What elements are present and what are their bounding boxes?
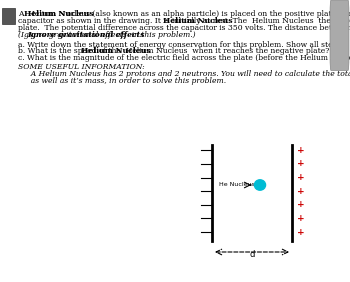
Text: Helium Nucleus: Helium Nucleus [81, 47, 151, 55]
Text: d: d [249, 250, 255, 259]
Text: +: + [296, 173, 304, 182]
Text: as well as it’s mass, in order to solve this problem.: as well as it’s mass, in order to solve … [26, 77, 226, 85]
Text: A Helium Nucleus has 2 protons and 2 neutrons. You will need to calculate the to: A Helium Nucleus has 2 protons and 2 neu… [26, 70, 350, 78]
Text: +: + [296, 200, 304, 209]
Text: Helium Nucleus: Helium Nucleus [162, 17, 232, 25]
Bar [2, 8, 15, 24]
Text: A  Helium Nucleus (also known as an alpha particle) is placed on the positive pl: A Helium Nucleus (also known as an alpha… [18, 10, 350, 17]
Text: Ignore gravitational effects: Ignore gravitational effects [27, 31, 145, 39]
Text: capacitor as shown in the drawing. It is initially at rest. The  Helium Nucleus : capacitor as shown in the drawing. It is… [18, 17, 350, 25]
Text: +: + [296, 228, 304, 237]
Text: Helium Nucleus: Helium Nucleus [24, 10, 94, 17]
Text: +: + [296, 187, 304, 196]
Text: He Nucleus: He Nucleus [219, 182, 254, 188]
Text: (Ignore gravitational effects  in this problem.): (Ignore gravitational effects in this pr… [18, 31, 196, 39]
Text: +: + [296, 214, 304, 223]
Text: +: + [296, 146, 304, 155]
Text: c. What is the magnitude of the electric field across the plate (before the Heli: c. What is the magnitude of the electric… [18, 54, 350, 61]
Text: plate.  The potential difference across the capacitor is 350 volts. The distance: plate. The potential difference across t… [18, 24, 350, 32]
Text: +: + [296, 159, 304, 168]
Text: SOME USEFUL INFORMATION:: SOME USEFUL INFORMATION: [18, 63, 145, 71]
Text: a. Write down the statement of energy conservation for this problem. Show all st: a. Write down the statement of energy co… [18, 41, 344, 49]
Circle shape [254, 180, 266, 190]
FancyBboxPatch shape [330, 0, 349, 70]
Text: b. What is the speed of the  Helium Nucleus  when it reaches the negative plate?: b. What is the speed of the Helium Nucle… [18, 47, 329, 55]
